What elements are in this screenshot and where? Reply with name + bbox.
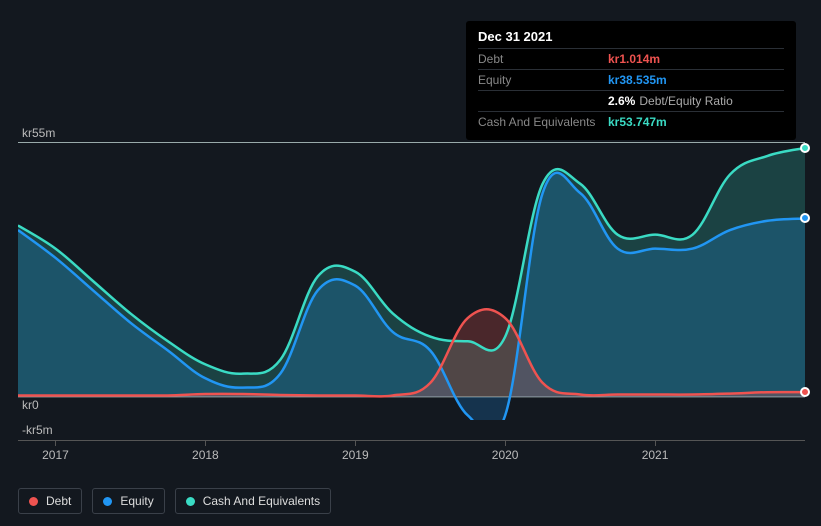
tooltip-label: Debt <box>478 52 608 66</box>
tooltip-value: kr1.014m <box>608 52 660 66</box>
chart-area <box>18 142 805 420</box>
tooltip-value: kr53.747m <box>608 115 667 129</box>
tooltip-row: Equitykr38.535m <box>478 69 784 90</box>
x-axis-label: 2018 <box>192 448 219 462</box>
legend-item[interactable]: Debt <box>18 488 82 514</box>
series-end-marker <box>800 387 810 397</box>
series-end-marker <box>800 213 810 223</box>
legend: Debt Equity Cash And Equivalents <box>18 488 331 514</box>
tooltip: Dec 31 2021 Debtkr1.014mEquitykr38.535m2… <box>466 21 796 140</box>
legend-dot-icon <box>186 497 195 506</box>
legend-label: Cash And Equivalents <box>203 494 320 508</box>
tooltip-row: 2.6% Debt/Equity Ratio <box>478 90 784 111</box>
y-axis-label: kr55m <box>22 126 55 140</box>
legend-item[interactable]: Equity <box>92 488 164 514</box>
legend-dot-icon <box>29 497 38 506</box>
x-axis-line <box>18 440 805 441</box>
x-axis-label: 2021 <box>642 448 669 462</box>
tooltip-label: Equity <box>478 73 608 87</box>
x-tick <box>655 440 656 446</box>
x-tick <box>355 440 356 446</box>
tooltip-extra: Debt/Equity Ratio <box>639 94 732 108</box>
area-chart <box>18 142 805 420</box>
x-axis: 2017 2018 2019 2020 2021 <box>18 448 805 468</box>
tooltip-label: Cash And Equivalents <box>478 115 608 129</box>
series-end-marker <box>800 143 810 153</box>
tooltip-row: Debtkr1.014m <box>478 48 784 69</box>
x-axis-label: 2019 <box>342 448 369 462</box>
tooltip-date: Dec 31 2021 <box>478 29 784 48</box>
x-tick <box>55 440 56 446</box>
tooltip-value: 2.6% <box>608 94 635 108</box>
tooltip-label <box>478 94 608 108</box>
legend-dot-icon <box>103 497 112 506</box>
series-area <box>18 173 805 420</box>
legend-label: Debt <box>46 494 71 508</box>
legend-label: Equity <box>120 494 153 508</box>
legend-item[interactable]: Cash And Equivalents <box>175 488 331 514</box>
x-tick <box>205 440 206 446</box>
x-axis-label: 2017 <box>42 448 69 462</box>
y-axis-label: -kr5m <box>22 423 53 437</box>
x-axis-label: 2020 <box>492 448 519 462</box>
x-tick <box>505 440 506 446</box>
tooltip-value: kr38.535m <box>608 73 667 87</box>
tooltip-row: Cash And Equivalentskr53.747m <box>478 111 784 132</box>
